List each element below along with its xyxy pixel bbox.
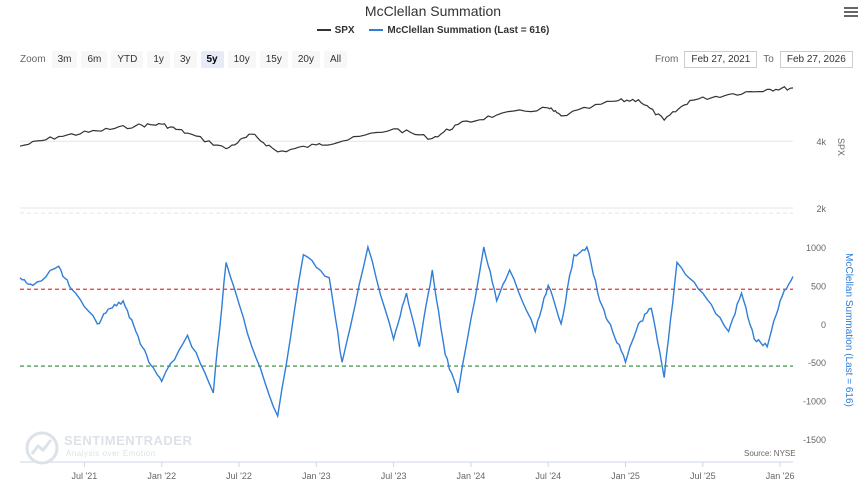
zoom-button-20y[interactable]: 20y <box>291 51 320 68</box>
x-tick-label: Jul '24 <box>535 471 561 481</box>
zoom-button-6m[interactable]: 6m <box>81 51 108 68</box>
mcclellan-axis-label: McClellan Summation (Last = 616) <box>843 253 854 407</box>
from-date-input[interactable]: Feb 27, 2021 <box>684 51 758 68</box>
to-label: To <box>763 54 774 65</box>
x-tick-label: Jan '23 <box>302 471 331 481</box>
x-tick-label: Jul '22 <box>226 471 252 481</box>
source-note: Source: NYSE <box>744 449 796 458</box>
x-tick-label: Jan '26 <box>766 471 795 481</box>
to-date-input[interactable]: Feb 27, 2026 <box>779 51 853 68</box>
x-tick-label: Jan '24 <box>457 471 486 481</box>
mcclellan-tick-label: -500 <box>808 358 826 368</box>
spx-tick-label: 4k <box>816 137 826 147</box>
legend-item-spx[interactable]: SPX <box>316 25 355 36</box>
zoom-button-3y[interactable]: 3y <box>173 51 197 68</box>
mcclellan-tick-label: 1000 <box>806 243 826 253</box>
date-range: From Feb 27, 2021 To Feb 27, 2026 <box>655 51 859 68</box>
mcclellan-tick-label: 500 <box>811 281 826 291</box>
zoom-button-15y[interactable]: 15y <box>259 51 288 68</box>
from-label: From <box>655 54 679 65</box>
x-tick-label: Jul '21 <box>72 471 98 481</box>
zoom-button-ytd[interactable]: YTD <box>111 51 144 68</box>
zoom-button-10y[interactable]: 10y <box>227 51 256 68</box>
watermark-subtitle: Analysis over Emotion <box>66 449 156 458</box>
legend: SPX McClellan Summation (Last = 616) <box>0 25 866 36</box>
zoom-button-5y[interactable]: 5y <box>200 51 224 68</box>
zoom-button-3m[interactable]: 3m <box>51 51 78 68</box>
x-tick-label: Jan '22 <box>147 471 176 481</box>
watermark-title: SENTIMENTRADER <box>64 433 193 448</box>
zoom-button-1y[interactable]: 1y <box>147 51 170 68</box>
zoom-label: Zoom <box>20 54 46 65</box>
sentimentrader-logo <box>25 431 59 465</box>
mcclellan-series-line <box>19 244 794 419</box>
mcclellan-tick-label: -1500 <box>803 435 826 445</box>
hamburger-menu-icon[interactable] <box>844 6 858 20</box>
x-tick-label: Jan '25 <box>611 471 640 481</box>
x-tick-label: Jul '25 <box>690 471 716 481</box>
x-tick-label: Jul '23 <box>381 471 407 481</box>
legend-item-mcclellan[interactable]: McClellan Summation (Last = 616) <box>369 25 549 36</box>
spx-axis-label: SPX <box>836 138 846 156</box>
chart-title: McClellan Summation <box>364 3 502 19</box>
mcclellan-tick-label: -1000 <box>803 397 826 407</box>
spx-tick-label: 2k <box>816 204 826 214</box>
zoom-button-all[interactable]: All <box>324 51 348 68</box>
mcclellan-tick-label: 0 <box>821 320 826 330</box>
spx-series-line <box>19 85 794 153</box>
zoom-controls: Zoom 3m 6m YTD 1y 3y 5y 10y 15y 20y All <box>20 51 351 68</box>
